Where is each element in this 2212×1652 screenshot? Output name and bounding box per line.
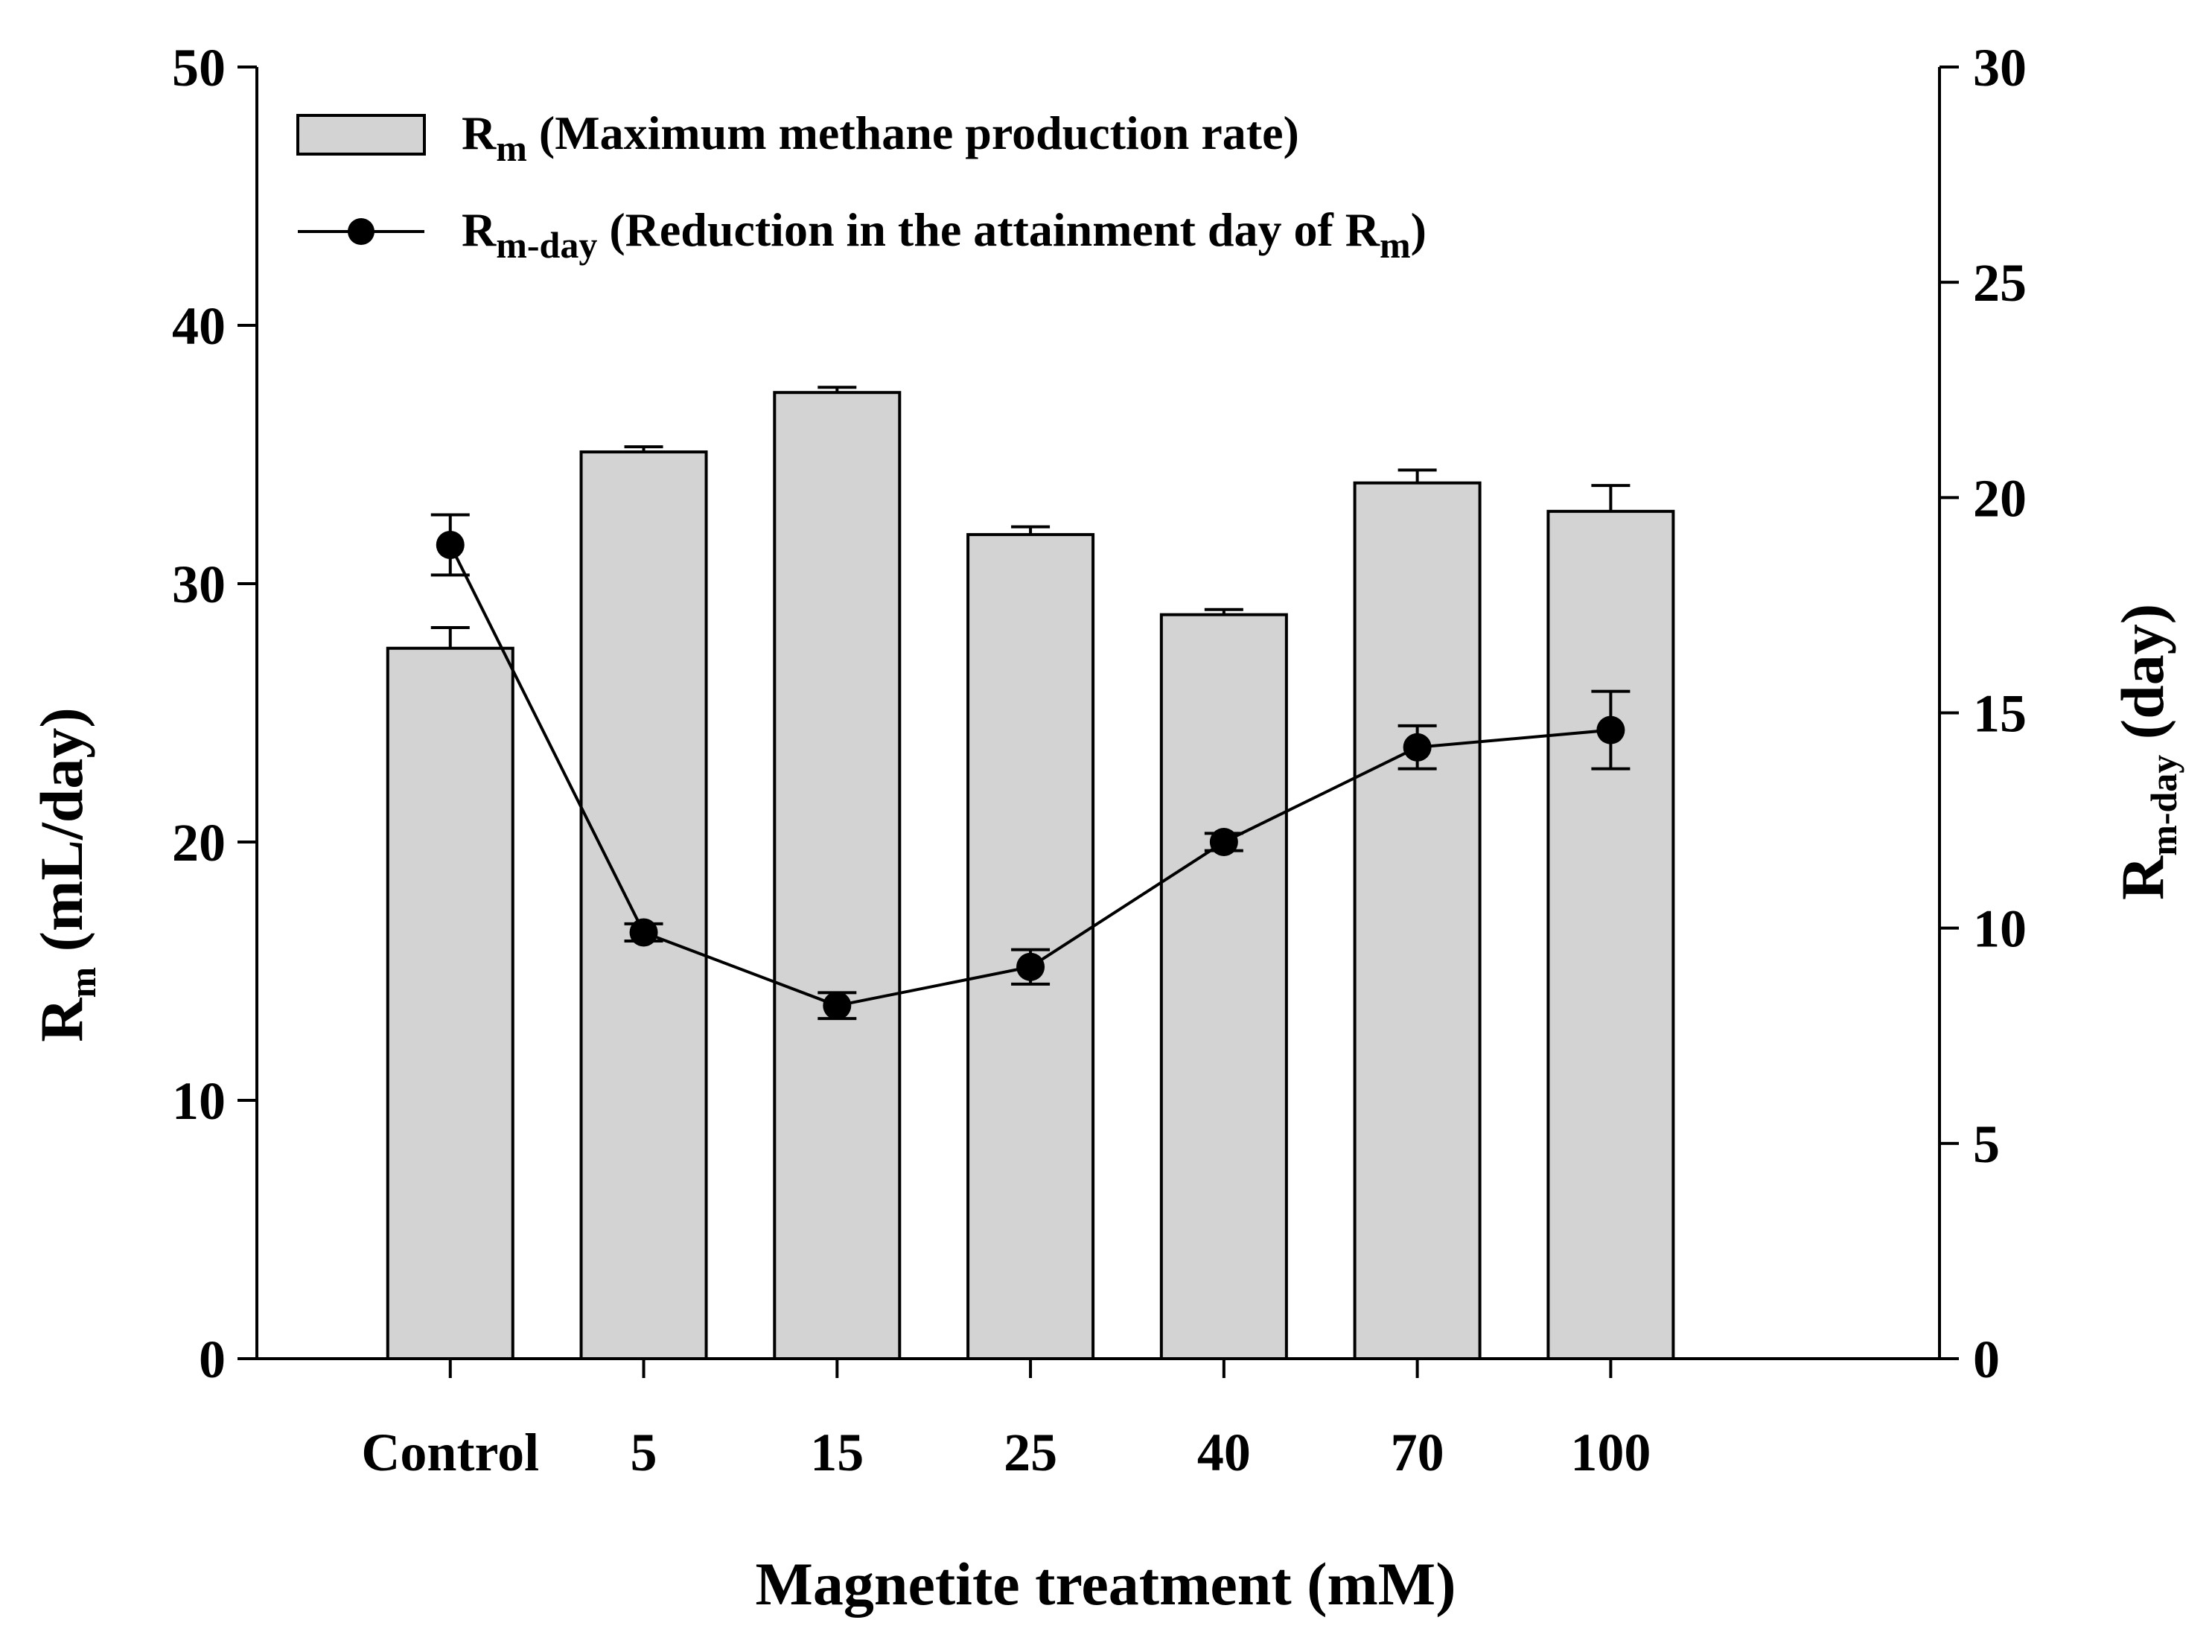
x-tick-label: Control	[361, 1423, 539, 1482]
legend-item-line-sub: m-day	[496, 224, 597, 266]
left-axis-title-unit: (mL/day)	[28, 707, 95, 967]
x-axis-ticks: Control 5 15 25 40 70 100	[361, 1359, 1651, 1482]
bar	[1353, 481, 1482, 1360]
left-tick-label: 50	[172, 38, 226, 98]
right-axis-title-unit: (day)	[2109, 604, 2176, 755]
data-point	[1016, 952, 1045, 981]
data-point	[823, 991, 852, 1020]
right-tick-label: 20	[1973, 468, 2027, 528]
right-tick-label: 30	[1973, 38, 2027, 98]
legend-item-bar-text: (Maximum methane production rate)	[527, 106, 1299, 159]
right-tick-label: 15	[1973, 684, 2027, 744]
bar	[966, 533, 1095, 1361]
right-tick-label: 5	[1973, 1114, 2000, 1174]
right-axis-title-main: R	[2109, 855, 2176, 900]
data-point	[1596, 715, 1625, 744]
left-tick-label: 10	[172, 1071, 226, 1131]
x-tick-label: 40	[1197, 1423, 1251, 1482]
legend-bar-swatch	[296, 114, 426, 156]
legend-item-line-tail: )	[1411, 203, 1427, 256]
legend-item-bar: Rm (Maximum methane production rate)	[462, 106, 1299, 169]
legend-item-line-sub2: m	[1380, 224, 1411, 266]
legend-item-bar-main: R	[462, 106, 497, 159]
left-axis-title-sub: m	[62, 967, 103, 998]
x-tick-label: 100	[1570, 1423, 1651, 1482]
right-axis-ticks: 0 5 10 15 20 25 30	[1940, 38, 2027, 1389]
legend-item-line: Rm-day (Reduction in the attainment day …	[462, 203, 1427, 266]
x-tick-label: 70	[1391, 1423, 1444, 1482]
data-point	[629, 918, 658, 947]
legend-item-bar-sub: m	[496, 127, 527, 169]
data-point	[1209, 828, 1238, 856]
right-axis-title-sub: m-day	[2143, 755, 2184, 856]
legend-item-line-main: R	[462, 203, 497, 256]
x-axis-title: Magnetite treatment (mM)	[755, 1550, 1456, 1618]
left-axis-title-main: R	[28, 998, 95, 1042]
legend: Rm (Maximum methane production rate) Rm-…	[296, 106, 1427, 266]
left-tick-label: 0	[199, 1330, 226, 1389]
x-tick-label: 25	[1004, 1423, 1057, 1482]
left-tick-label: 20	[172, 813, 226, 873]
line-series	[430, 513, 1631, 1021]
left-tick-label: 40	[172, 296, 226, 356]
left-axis-title: Rm (mL/day)	[28, 707, 103, 1042]
x-tick-label: 15	[810, 1423, 864, 1482]
data-point	[1403, 733, 1432, 762]
data-point	[436, 530, 465, 559]
bar	[1159, 613, 1288, 1360]
bar-error-bars	[430, 386, 1631, 648]
left-tick-label: 30	[172, 555, 226, 614]
x-tick-label: 5	[631, 1423, 657, 1482]
right-tick-label: 0	[1973, 1330, 2000, 1389]
right-tick-label: 10	[1973, 899, 2027, 959]
bar	[1546, 509, 1675, 1361]
right-axis-title: Rm-day (day)	[2109, 604, 2184, 900]
bar	[386, 646, 514, 1360]
bar	[773, 391, 902, 1360]
left-axis-ticks: 0 10 20 30 40 50	[172, 38, 257, 1389]
bar-series	[386, 391, 1675, 1361]
right-tick-label: 25	[1973, 253, 2027, 313]
bar	[579, 450, 708, 1360]
legend-item-line-text: (Reduction in the attainment day of R	[597, 203, 1380, 256]
legend-dot-swatch	[348, 218, 374, 245]
